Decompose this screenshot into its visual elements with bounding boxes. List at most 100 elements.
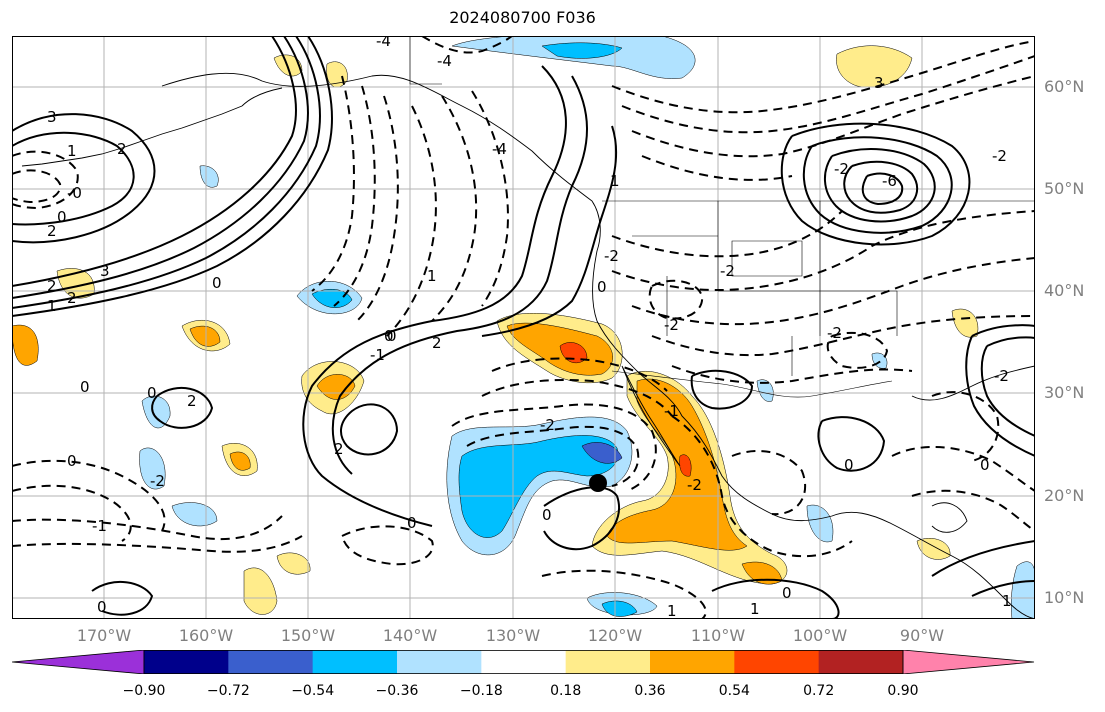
shade-blue-negative [139,447,166,490]
contour-label: -2 [994,367,1009,385]
contour-negative [931,391,1000,462]
colorbar-extend-low [12,650,145,674]
contour-label: 0 [980,456,990,474]
contour-negative [333,85,376,307]
contour-positive [971,580,1035,597]
colorbar-cell [144,650,229,674]
contour-negative [311,75,355,292]
contour-label: -0 [67,184,82,202]
colorbar-tick-label: 0.18 [550,683,582,699]
shade-blue-negative [141,395,171,429]
contour-positive [12,36,309,299]
weather-map: -4 -4 3 1 2 -0 0 2 2 3 1 2 0 1 0 -1 0 -4… [12,36,1035,619]
contour-positive [12,131,135,226]
contour-negative [611,210,1035,291]
lon-label: 110°W [690,626,746,645]
colorbar-extend-high [902,650,1035,674]
shade-blue-negative [756,379,774,402]
contour-negative [386,105,437,337]
colorbar-cell [650,650,735,674]
contour-negative [421,36,513,54]
contour-positive [965,324,1035,458]
contour-negative [611,210,843,258]
contour-label: 1 [67,142,77,160]
lon-label: 150°W [280,626,336,645]
contour-negative [648,279,704,320]
colorbar-cell [481,650,567,674]
contour-positive [340,403,399,456]
shade-blue-negative [458,435,619,538]
storm-center-marker [589,474,607,492]
contour-negative [12,515,283,541]
contour-negative [12,150,79,210]
lon-label: 140°W [382,626,438,645]
lat-label: 60°N [1044,77,1085,96]
contour-negative [341,525,434,566]
contour-label: -2 [827,324,842,342]
contour-lines-dashed [12,36,1035,619]
contour-positive [861,172,904,206]
contour-negative [631,75,1035,158]
contour-label: 0 [782,584,792,602]
colorbar-tick-label: −0.72 [206,683,250,699]
contour-label: 0 [147,384,157,402]
alaska-peninsula [241,87,283,107]
lat-label: 10°N [1044,588,1085,607]
shade-yellow-positive [836,45,913,88]
lon-label: 90°W [899,626,945,645]
contour-label: 0 [97,598,107,616]
shade-blue-negative [581,442,623,464]
contour-label: 2 [47,222,57,240]
contour-positive [711,578,840,619]
contour-negative [621,55,1035,134]
contour-label: 0 [57,208,67,226]
contour-positive [91,580,154,616]
lat-label: 50°N [1044,179,1085,198]
state-line [731,240,803,277]
lon-label: 160°W [178,626,234,645]
contour-label: 1 [427,267,437,285]
contour-label: -2 [720,262,735,280]
colorbar-cell [397,650,482,674]
map-title: 2024080700 F036 [449,8,596,27]
contour-positive [331,75,588,475]
contour-negative [541,569,707,619]
contour-negative [671,365,913,384]
contour-label: -2 [540,416,555,434]
contour-positive [12,113,156,244]
contour-label: 2 [67,289,77,307]
contour-label: 2 [187,392,197,410]
contour-negative [481,378,673,417]
contour-positive [481,125,618,337]
shade-orange-positive [506,322,613,376]
contour-negative [356,95,399,322]
contour-label: 1 [750,600,760,618]
shaded-anomalies [12,36,1035,619]
contour-label: -4 [376,36,391,50]
contour-positive [12,36,321,309]
contour-label: 2 [432,334,442,352]
contour-positive [302,65,567,527]
contour-label: 0 [407,514,417,532]
alaska-coast [161,72,1035,619]
contour-label: -2 [664,316,679,334]
baja-coast [621,365,681,467]
contour-label: 3 [874,74,884,92]
lon-label: 130°W [485,626,541,645]
contour-negative [671,415,853,558]
colorbar-tick-label: −0.54 [291,683,335,699]
contour-positive [824,148,936,223]
contour-label: 1 [1002,592,1012,610]
contour-negative [12,484,132,542]
colorbar-tick-label: −0.18 [459,683,503,699]
colorbar-tick-label: 0.54 [718,683,750,699]
contour-label: 0 [67,452,77,470]
contour-label: 0 [542,506,552,524]
colorbar-cell [565,650,651,674]
shade-orange-positive [12,324,39,366]
contour-positive [151,387,214,429]
coastlines [21,72,1035,619]
shade-yellow-positive [951,308,979,338]
shade-orange-positive [189,325,221,347]
colorbar-cell [228,650,314,674]
